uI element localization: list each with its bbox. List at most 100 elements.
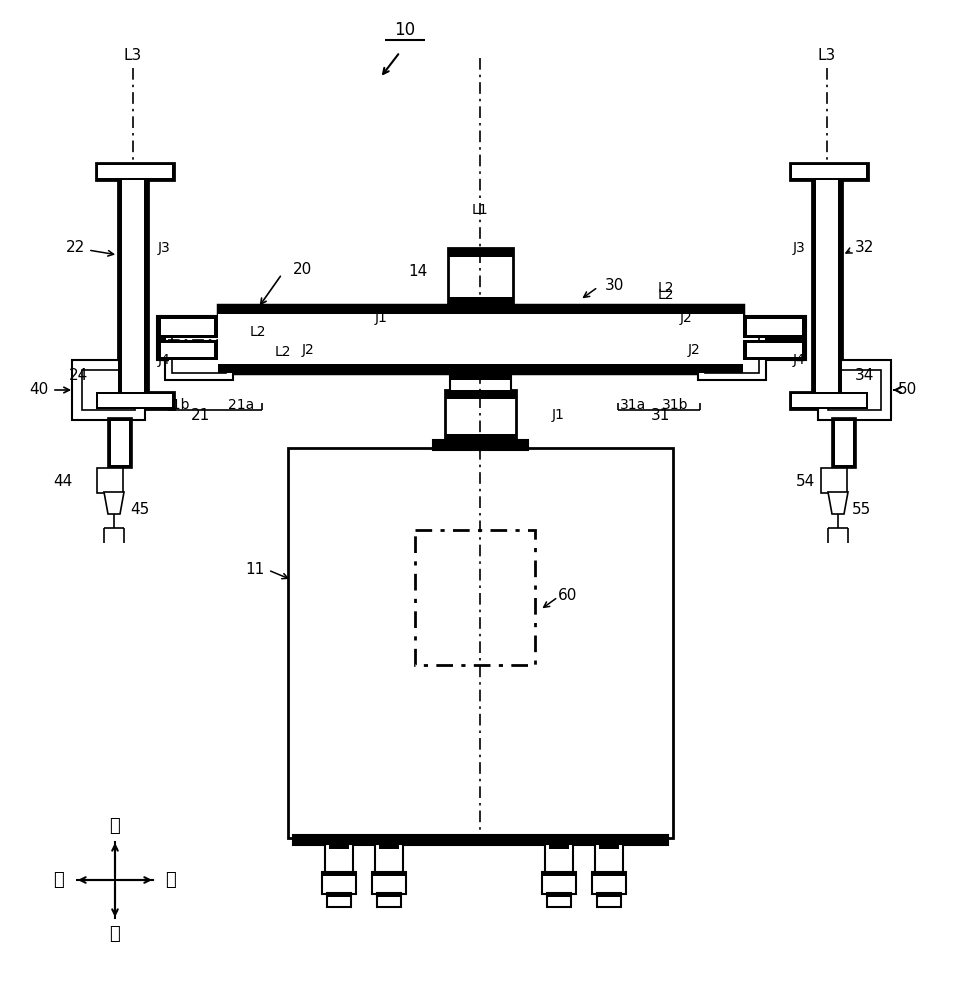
Text: 40: 40 <box>29 382 48 397</box>
Bar <box>118 168 148 398</box>
Text: L2: L2 <box>275 345 291 359</box>
Text: 32: 32 <box>855 240 875 255</box>
Bar <box>377 893 401 897</box>
Bar <box>111 421 129 465</box>
Bar <box>705 332 759 373</box>
Bar <box>545 844 573 874</box>
Bar <box>547 893 571 907</box>
Text: L3: L3 <box>124 47 142 62</box>
Text: 22: 22 <box>65 240 85 255</box>
Text: J3: J3 <box>792 241 805 255</box>
Text: L3: L3 <box>818 47 836 62</box>
Bar <box>157 340 218 360</box>
Bar <box>542 872 576 876</box>
Bar <box>790 163 868 180</box>
Bar <box>98 165 172 178</box>
Bar <box>445 434 516 443</box>
Bar <box>549 844 569 849</box>
Bar <box>828 370 881 410</box>
Text: 21a: 21a <box>228 398 255 412</box>
Bar <box>218 305 743 373</box>
Bar <box>293 835 668 845</box>
Bar <box>433 440 528 450</box>
Bar <box>599 844 619 849</box>
Bar <box>595 844 623 874</box>
Bar <box>832 418 856 468</box>
Text: J1: J1 <box>552 408 565 422</box>
Bar <box>832 418 856 468</box>
Text: 31a: 31a <box>620 398 646 412</box>
Text: L2: L2 <box>658 288 675 302</box>
Bar <box>172 332 226 373</box>
Bar <box>743 316 806 338</box>
Text: 21: 21 <box>190 408 209 422</box>
Bar <box>218 364 743 373</box>
Bar <box>835 421 853 465</box>
Bar <box>157 316 218 338</box>
Polygon shape <box>104 492 124 514</box>
Bar <box>218 305 743 373</box>
Bar <box>82 370 135 410</box>
Bar <box>372 872 406 894</box>
Bar <box>790 163 868 180</box>
Text: 31b: 31b <box>662 398 688 412</box>
Text: J2: J2 <box>688 343 701 357</box>
Text: L2: L2 <box>250 325 266 339</box>
Text: 44: 44 <box>53 475 72 489</box>
Bar <box>293 835 668 845</box>
Bar <box>157 340 218 360</box>
Bar <box>450 375 511 380</box>
Bar <box>325 844 353 874</box>
Bar <box>747 343 802 357</box>
Bar <box>812 168 842 398</box>
Bar <box>96 392 174 409</box>
Bar <box>157 316 218 338</box>
Bar <box>542 872 576 894</box>
Bar <box>547 893 571 897</box>
Text: 10: 10 <box>394 21 415 39</box>
Text: 24: 24 <box>69 367 88 382</box>
Bar <box>377 893 401 907</box>
Bar <box>322 872 356 876</box>
Bar <box>433 440 528 450</box>
Bar <box>161 319 214 335</box>
Text: 上: 上 <box>110 817 120 835</box>
Text: 左: 左 <box>165 871 177 889</box>
Bar <box>592 872 626 876</box>
Bar <box>816 173 838 393</box>
Polygon shape <box>828 492 848 514</box>
Bar <box>743 340 806 360</box>
Text: 11: 11 <box>246 562 265 578</box>
Text: 50: 50 <box>898 382 917 397</box>
Text: 右: 右 <box>54 871 64 889</box>
Text: 下: 下 <box>110 925 120 943</box>
Text: J2: J2 <box>302 343 315 357</box>
Bar <box>818 360 891 420</box>
Bar <box>98 394 172 407</box>
Bar <box>322 872 356 894</box>
Bar <box>97 468 123 493</box>
Bar <box>747 319 802 335</box>
Text: L1: L1 <box>472 203 488 217</box>
Bar <box>108 418 132 468</box>
Bar <box>592 872 626 894</box>
Bar <box>72 360 145 420</box>
Bar <box>698 325 766 380</box>
Bar <box>448 248 513 306</box>
Text: J2: J2 <box>680 311 693 325</box>
Text: 30: 30 <box>605 277 625 292</box>
Bar <box>448 297 513 306</box>
Bar <box>96 163 174 180</box>
Bar <box>118 168 148 398</box>
Bar <box>821 468 847 493</box>
Bar <box>288 448 673 838</box>
Text: L2: L2 <box>658 281 675 295</box>
Bar <box>448 248 513 257</box>
Bar <box>812 168 842 398</box>
Bar <box>375 844 403 874</box>
Bar <box>165 325 233 380</box>
Text: 60: 60 <box>558 587 578 602</box>
Text: J4: J4 <box>158 353 171 367</box>
Text: J1: J1 <box>375 311 388 325</box>
Bar <box>450 375 511 393</box>
